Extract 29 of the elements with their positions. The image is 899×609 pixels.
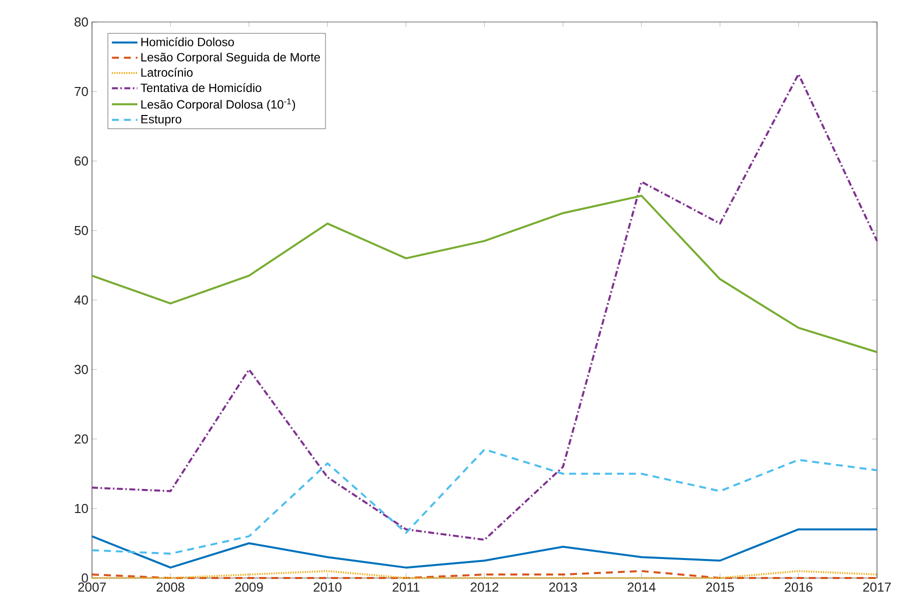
x-tick-label: 2007	[78, 582, 106, 592]
legend-label: Lesão Corporal Dolosa (10$^{-1}$)	[141, 98, 296, 112]
legend-label: Homicídio Doloso	[141, 37, 234, 46]
line-series	[91, 528, 878, 569]
legend-label: Lesão Corporal Seguida de Morte	[141, 52, 320, 64]
legend-label: Latrocínio	[141, 68, 193, 77]
y-tick-label: 60	[74, 156, 88, 166]
line-series	[91, 194, 878, 354]
y-tick-label: 50	[74, 226, 88, 236]
x-tick-label: 2014	[628, 582, 656, 592]
y-tick-label: 20	[74, 434, 88, 444]
x-tick-label: 2016	[784, 582, 812, 592]
y-tick-label: 80	[74, 17, 88, 27]
legend-label: Estupro	[141, 115, 182, 126]
y-tick-label: 0	[82, 573, 88, 583]
x-tick-label: 2010	[314, 582, 342, 592]
x-tick-label: 2009	[235, 582, 263, 592]
y-tick-label: 10	[75, 504, 88, 514]
x-tick-label: 2017	[863, 582, 891, 592]
x-tick-label: 2015	[706, 582, 734, 592]
y-tick-label: 30	[74, 364, 88, 374]
y-tick-label: 70	[74, 86, 88, 96]
legend-label: Tentativa de Homicídio	[140, 83, 262, 92]
line-series	[91, 448, 878, 555]
x-tick-label: 2013	[549, 582, 577, 592]
x-tick-label: 2012	[470, 582, 498, 592]
x-tick-label: 2011	[392, 582, 420, 592]
y-tick-label: 40	[74, 295, 88, 305]
x-tick-label: 2008	[156, 582, 184, 592]
